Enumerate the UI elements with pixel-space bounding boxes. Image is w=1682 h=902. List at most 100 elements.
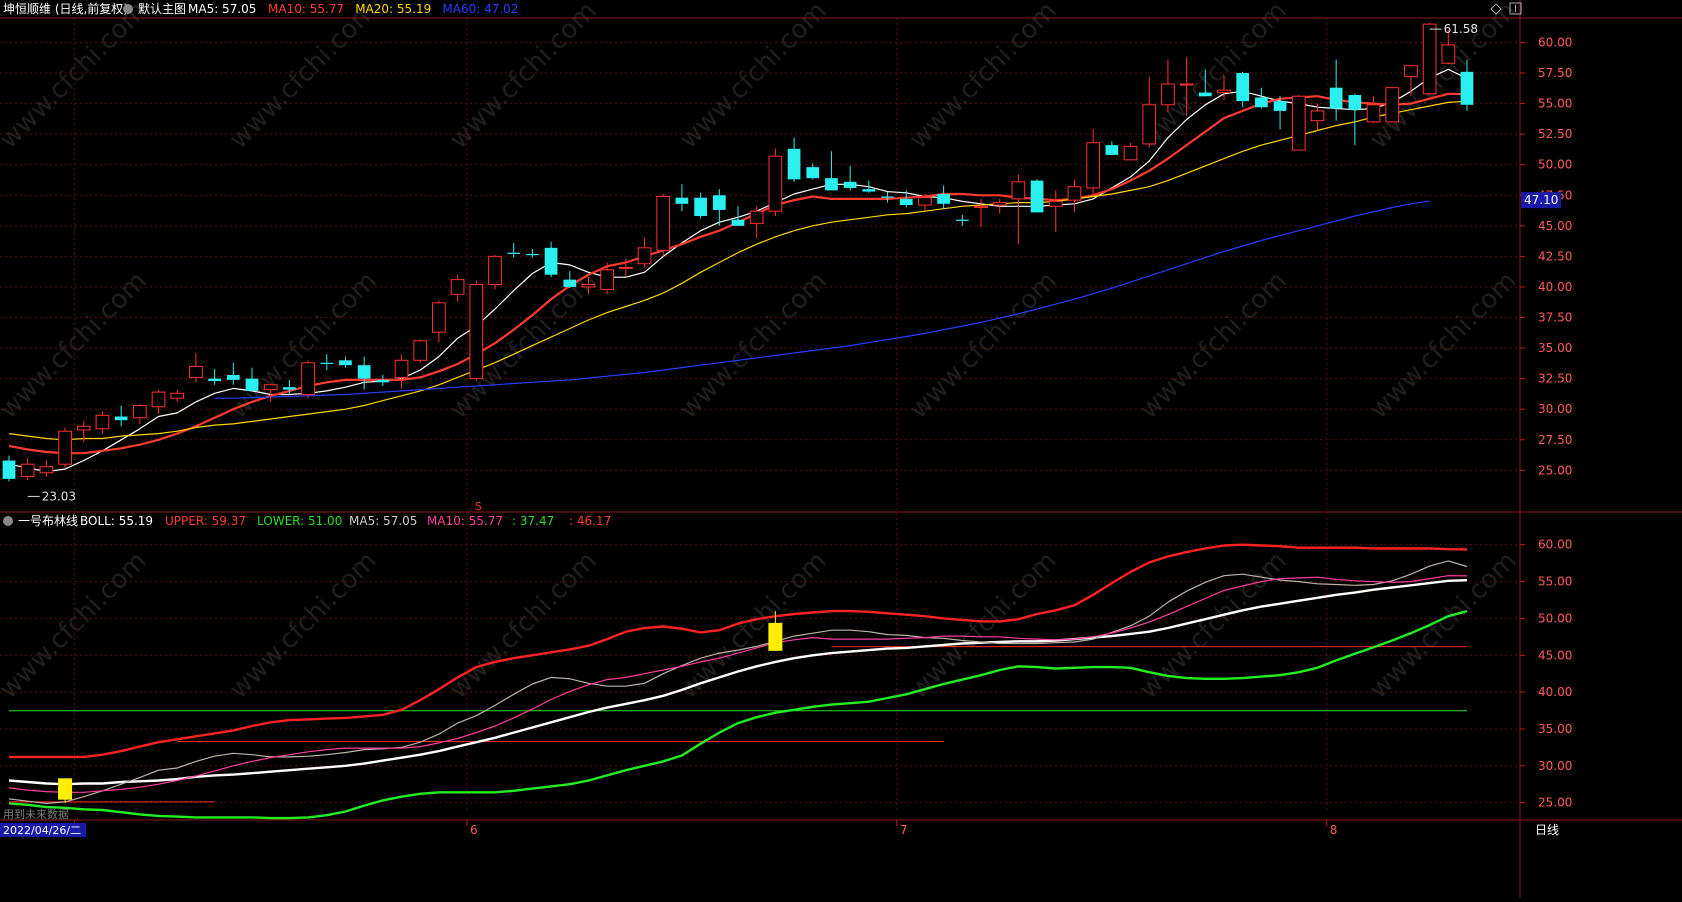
candle[interactable] xyxy=(843,165,857,191)
candle[interactable] xyxy=(226,362,240,385)
candle[interactable] xyxy=(992,198,1007,214)
boll-tick-label: 35.00 xyxy=(1538,722,1572,736)
candle[interactable] xyxy=(151,389,166,415)
candle[interactable] xyxy=(1310,103,1325,131)
candle[interactable] xyxy=(170,389,185,402)
candle-body-up xyxy=(918,197,932,206)
candle[interactable] xyxy=(114,405,128,427)
candle[interactable] xyxy=(132,404,147,424)
candle[interactable] xyxy=(1422,22,1437,96)
chevron-down-icon[interactable] xyxy=(3,516,13,526)
scroll-square-icon[interactable] xyxy=(1509,2,1522,15)
candle[interactable] xyxy=(76,421,91,443)
candle[interactable] xyxy=(656,194,671,257)
candle-body-down xyxy=(563,279,577,287)
candle[interactable] xyxy=(600,262,615,295)
candle-body-down xyxy=(955,219,969,221)
candle[interactable] xyxy=(450,274,465,302)
boll-indicator-label: MA5: 57.05 xyxy=(349,514,417,528)
candle[interactable] xyxy=(1348,93,1362,146)
candle[interactable] xyxy=(806,163,820,180)
candle[interactable] xyxy=(563,271,577,289)
candle[interactable] xyxy=(1291,95,1306,151)
candle[interactable] xyxy=(39,460,54,477)
candle[interactable] xyxy=(208,368,221,385)
candle[interactable] xyxy=(731,206,745,226)
candle[interactable] xyxy=(712,189,726,226)
candle[interactable] xyxy=(1105,141,1119,155)
candle[interactable] xyxy=(768,148,783,217)
candle[interactable] xyxy=(1030,179,1044,213)
candle[interactable] xyxy=(1460,59,1474,111)
candle-body-up xyxy=(1310,110,1325,122)
price-tick-label: 40.00 xyxy=(1538,280,1572,294)
candle[interactable] xyxy=(507,242,521,258)
candle[interactable] xyxy=(1067,179,1082,213)
diamond-icon[interactable] xyxy=(1490,3,1502,15)
candle[interactable] xyxy=(1123,142,1138,161)
candle[interactable] xyxy=(413,339,428,363)
candle[interactable] xyxy=(1179,57,1194,116)
candle[interactable] xyxy=(2,455,16,482)
candle[interactable] xyxy=(189,352,203,383)
candle[interactable] xyxy=(955,214,969,226)
candle[interactable] xyxy=(544,241,558,278)
boll-indicator-label: : 37.47 xyxy=(512,514,554,528)
month-label: 7 xyxy=(900,823,908,837)
candle[interactable] xyxy=(301,360,315,399)
candle[interactable] xyxy=(1366,96,1381,124)
candle[interactable] xyxy=(675,184,689,212)
candle[interactable] xyxy=(1048,190,1063,232)
candle[interactable] xyxy=(339,356,352,368)
candle[interactable] xyxy=(1404,65,1418,97)
candle[interactable] xyxy=(469,280,484,382)
candle[interactable] xyxy=(58,427,72,468)
candle[interactable] xyxy=(899,190,913,208)
candle-body-down xyxy=(843,181,857,188)
candle[interactable] xyxy=(787,137,801,182)
candle[interactable] xyxy=(637,238,652,268)
candle[interactable] xyxy=(1255,87,1268,109)
candle[interactable] xyxy=(1217,75,1231,100)
chevron-down-icon[interactable] xyxy=(123,4,133,14)
candle-body-down xyxy=(376,379,390,383)
candle[interactable] xyxy=(749,206,764,239)
candle[interactable] xyxy=(1198,69,1212,97)
candle[interactable] xyxy=(581,277,596,295)
candle[interactable] xyxy=(937,185,950,209)
candle[interactable] xyxy=(1161,59,1175,113)
candle[interactable] xyxy=(357,356,371,390)
candle[interactable] xyxy=(283,379,296,395)
candle[interactable] xyxy=(1236,71,1250,108)
candle[interactable] xyxy=(825,151,838,191)
candle[interactable] xyxy=(1273,96,1287,130)
candle[interactable] xyxy=(394,354,409,389)
candle[interactable] xyxy=(1329,59,1343,121)
candle[interactable] xyxy=(376,374,390,386)
candle[interactable] xyxy=(881,191,894,203)
candle[interactable] xyxy=(320,354,334,371)
month-label: 6 xyxy=(470,823,478,837)
candle[interactable] xyxy=(1441,30,1456,65)
candle[interactable] xyxy=(1385,87,1400,123)
candle[interactable] xyxy=(862,180,876,193)
boll-panel-header: 一号布林线 BOLL: 55.19 UPPER: 59.37 LOWER: 51.00… xyxy=(3,514,611,528)
candle[interactable] xyxy=(618,258,633,276)
candle[interactable] xyxy=(1086,129,1101,195)
candle[interactable] xyxy=(694,192,707,219)
candle[interactable] xyxy=(488,255,502,290)
candle[interactable] xyxy=(95,411,110,434)
candle[interactable] xyxy=(526,249,539,258)
boll-tick-label: 40.00 xyxy=(1538,685,1572,699)
candle[interactable] xyxy=(245,367,259,391)
candle[interactable] xyxy=(263,384,278,402)
candle[interactable] xyxy=(432,300,446,342)
candle[interactable] xyxy=(918,194,932,212)
candle[interactable] xyxy=(1011,174,1026,245)
candle-body-down xyxy=(2,460,16,479)
candle[interactable] xyxy=(1142,76,1157,148)
candle[interactable] xyxy=(974,198,988,228)
candle[interactable] xyxy=(20,458,35,481)
